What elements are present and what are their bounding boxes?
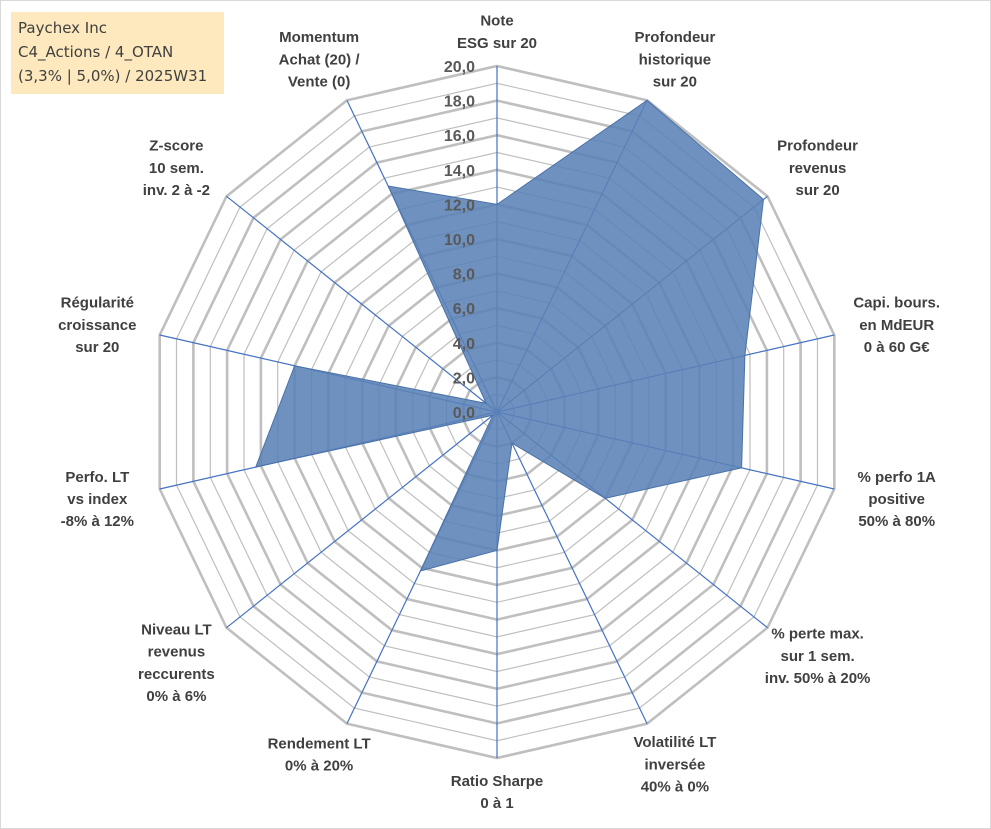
axis-label: Note ESG sur 20 — [457, 13, 537, 52]
axis-label: Z-score 10 sem. inv. 2 à -2 — [143, 138, 210, 199]
tick-label: 6,0 — [453, 301, 475, 318]
tick-label: 14,0 — [444, 163, 475, 180]
tick-layer: 0,0 2,0 4,0 6,0 8,0 10,0 12,0 14,0 16,0 18,0 20,0 — [444, 59, 475, 422]
tick-label: 10,0 — [444, 232, 475, 249]
tick-label: 16,0 — [444, 128, 475, 145]
axis-label: % perfo 1A positive 50% à 80% — [858, 469, 937, 530]
axis-label: % perte max. sur 1 sem. inv. 50% à 20% — [765, 626, 871, 687]
company-name: Paychex Inc — [18, 19, 107, 37]
tick-label: 4,0 — [453, 336, 475, 353]
tick-label: 8,0 — [453, 267, 475, 284]
axis-spoke — [226, 411, 498, 629]
info-box: Paychex Inc C4_Actions / 4_OTAN (3,3% | … — [11, 12, 224, 94]
portfolio-label: C4_Actions / 4_OTAN — [18, 43, 174, 61]
axis-label: Régularité croissance sur 20 — [58, 295, 136, 356]
axis-spoke — [226, 195, 498, 413]
tick-label: 12,0 — [444, 197, 475, 214]
axis-label: Profondeur historique sur 20 — [634, 29, 715, 90]
axis-label: Niveau LT revenus reccurents 0% à 6% — [138, 622, 215, 706]
series-layer — [255, 99, 765, 572]
axis-label-layer: Note ESG sur 20 Profondeur historique sur 20… — [58, 13, 940, 813]
weights-period-label: (3,3% | 5,0%) / 2025W31 — [18, 67, 208, 85]
tick-label: 2,0 — [453, 370, 475, 387]
tick-label: 0,0 — [453, 405, 475, 422]
axis-label: Capi. bours. en MdEUR 0 à 60 G€ — [853, 295, 940, 356]
tick-label: 20,0 — [444, 59, 475, 76]
axis-label: Momentum Achat (20) / Vente (0) — [279, 29, 361, 90]
axis-spoke — [496, 411, 648, 724]
series-area — [255, 99, 765, 572]
axis-label: Profondeur revenus sur 20 — [777, 138, 858, 199]
axis-label: Volatilité LT inversée 40% à 0% — [634, 734, 717, 795]
axis-label: Rendement LT 0% à 20% — [268, 735, 371, 774]
axis-label: Ratio Sharpe 0 à 1 — [451, 773, 544, 812]
axis-label: Perfo. LT vs index -8% à 12% — [61, 469, 134, 530]
tick-label: 18,0 — [444, 94, 475, 111]
